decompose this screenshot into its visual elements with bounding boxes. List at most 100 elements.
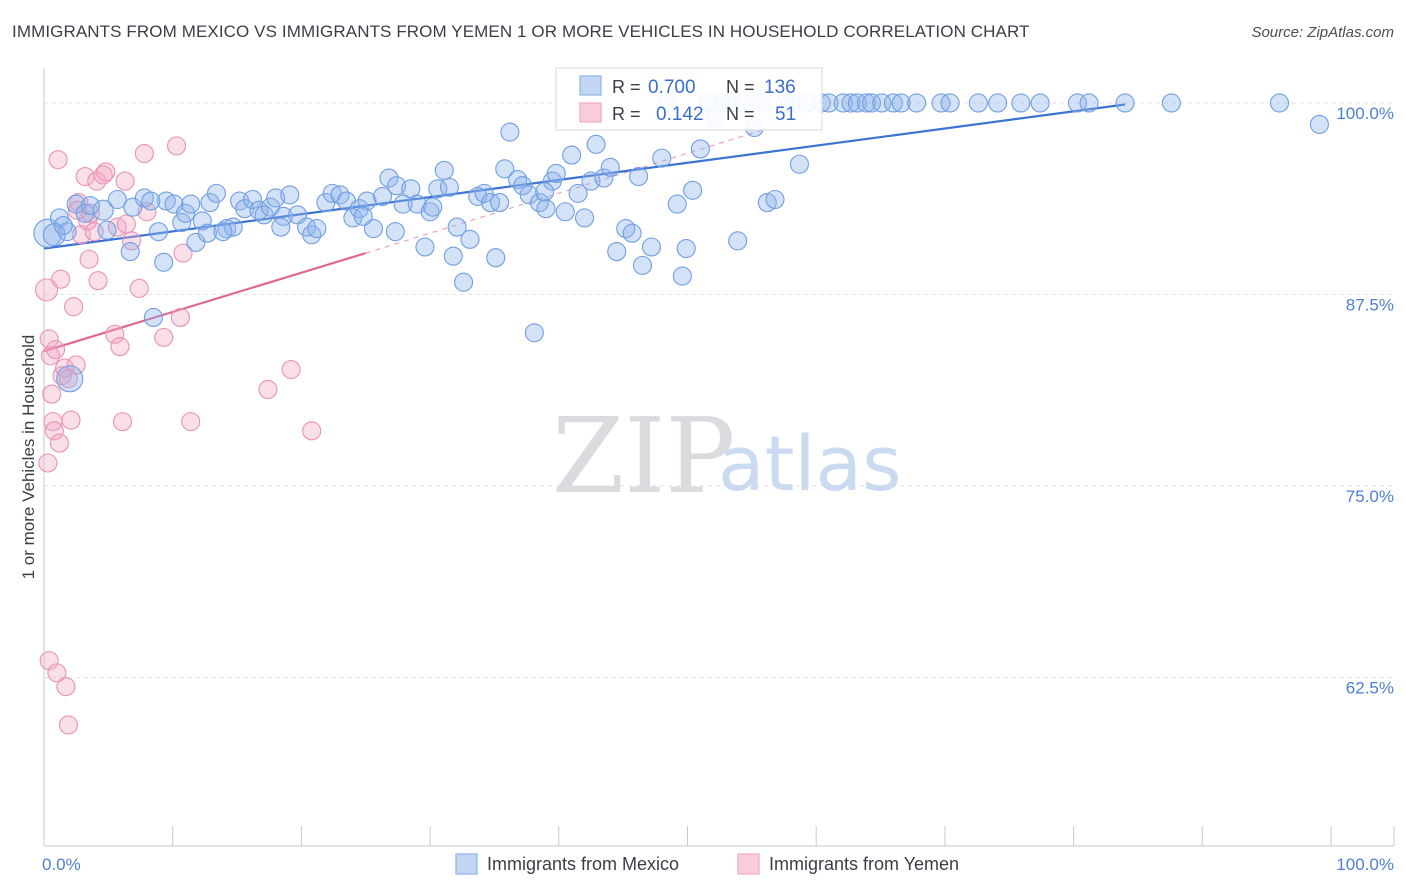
mexico-point-36[interactable]: [307, 219, 327, 239]
yemen-point-13[interactable]: [58, 715, 79, 735]
mexico-point-128[interactable]: [1161, 93, 1181, 113]
mexico-point-83[interactable]: [622, 223, 642, 243]
mexico-point-130[interactable]: [1309, 114, 1329, 134]
mexico-point-120[interactable]: [940, 93, 960, 113]
mexico-point-81[interactable]: [607, 242, 627, 262]
yemen-point-39[interactable]: [170, 307, 190, 328]
yemen-point-34[interactable]: [129, 278, 149, 298]
mexico-point-92[interactable]: [683, 180, 703, 200]
yemen-point-46[interactable]: [51, 269, 71, 289]
mexico-point-7[interactable]: [107, 189, 127, 210]
mexico-point-66[interactable]: [508, 170, 528, 190]
mexico-point-123[interactable]: [1011, 93, 1031, 113]
yemen-point-45[interactable]: [48, 150, 68, 170]
mexico-point-19[interactable]: [197, 223, 217, 243]
mexico-point-47[interactable]: [387, 176, 407, 196]
yemen-point-50[interactable]: [88, 271, 108, 291]
yemen-point-31[interactable]: [115, 171, 135, 191]
mexico-point-12[interactable]: [148, 222, 169, 242]
mexico-point-73[interactable]: [546, 163, 566, 184]
mexico-point-84[interactable]: [629, 166, 649, 187]
yemen-point-7[interactable]: [39, 651, 59, 671]
yemen-point-5[interactable]: [44, 421, 64, 441]
mexico-point-28[interactable]: [254, 205, 274, 225]
mexico-point-142[interactable]: [385, 222, 405, 242]
mexico-point-43[interactable]: [357, 191, 377, 211]
mexico-point-143[interactable]: [423, 197, 443, 217]
yemen-point-30[interactable]: [112, 412, 133, 432]
mexico-point-89[interactable]: [667, 194, 687, 214]
mexico-point-137[interactable]: [213, 222, 233, 242]
mexico-point-6[interactable]: [97, 220, 117, 240]
yemen-point-48[interactable]: [67, 200, 88, 220]
mexico-point-110[interactable]: [833, 93, 853, 113]
mexico-point-125[interactable]: [1067, 93, 1088, 113]
yemen-point-47[interactable]: [58, 369, 79, 389]
mexico-point-57[interactable]: [443, 246, 463, 266]
yemen-point-15[interactable]: [64, 297, 84, 317]
mexico-point-91[interactable]: [676, 238, 696, 259]
mexico-point-126[interactable]: [1079, 93, 1099, 113]
yemen-point-26[interactable]: [96, 162, 116, 182]
mexico-point-79[interactable]: [594, 168, 614, 188]
mexico-point-113[interactable]: [856, 93, 876, 113]
yemen-point-38[interactable]: [167, 136, 187, 156]
legend-label-yemen[interactable]: Immigrants from Yemen: [769, 854, 959, 874]
mexico-point-132[interactable]: [53, 215, 73, 236]
legend-label-mexico[interactable]: Immigrants from Mexico: [487, 854, 679, 874]
mexico-point-63[interactable]: [486, 248, 506, 268]
mexico-point-21[interactable]: [206, 183, 227, 203]
mexico-point-16[interactable]: [176, 203, 196, 223]
mexico-point-98[interactable]: [728, 231, 748, 251]
mexico-point-44[interactable]: [363, 219, 384, 239]
mexico-point-65[interactable]: [500, 122, 520, 142]
mexico-point-86[interactable]: [641, 237, 662, 257]
mexico-point-32[interactable]: [280, 185, 300, 205]
mexico-point-56[interactable]: [447, 217, 467, 237]
yemen-point-42[interactable]: [258, 379, 278, 400]
yemen-point-3[interactable]: [42, 384, 62, 404]
mexico-point-85[interactable]: [632, 255, 653, 275]
mexico-point-48[interactable]: [393, 194, 413, 214]
mexico-point-102[interactable]: [757, 193, 777, 213]
mexico-point-69[interactable]: [524, 323, 544, 343]
yemen-point-1[interactable]: [39, 329, 59, 349]
yemen-point-11[interactable]: [55, 358, 75, 378]
mexico-point-118[interactable]: [907, 93, 927, 113]
mexico-point-29[interactable]: [260, 197, 281, 217]
yemen-point-35[interactable]: [134, 143, 154, 164]
mexico-point-135[interactable]: [141, 191, 161, 211]
mexico-point-74[interactable]: [555, 202, 575, 222]
yemen-point-49[interactable]: [46, 340, 66, 360]
legend-swatch-mexico[interactable]: [455, 853, 478, 875]
yemen-point-14[interactable]: [61, 410, 81, 430]
mexico-point-35[interactable]: [302, 225, 322, 245]
mexico-point-144[interactable]: [490, 193, 510, 213]
yemen-point-28[interactable]: [110, 337, 130, 357]
yemen-point-41[interactable]: [181, 412, 201, 432]
yemen-point-27[interactable]: [105, 324, 125, 344]
mexico-point-124[interactable]: [1030, 93, 1050, 113]
yemen-point-21[interactable]: [79, 249, 99, 269]
mexico-point-58[interactable]: [454, 272, 474, 292]
yemen-point-32[interactable]: [116, 214, 136, 234]
mexico-point-127[interactable]: [1115, 93, 1135, 113]
mexico-point-140[interactable]: [271, 217, 291, 237]
mexico-point-133[interactable]: [56, 365, 84, 393]
mexico-point-77[interactable]: [574, 208, 595, 228]
mexico-point-129[interactable]: [1269, 93, 1290, 113]
mexico-point-134[interactable]: [80, 196, 100, 216]
mexico-point-145[interactable]: [535, 182, 555, 202]
mexico-point-55[interactable]: [439, 177, 459, 197]
mexico-point-117[interactable]: [891, 93, 911, 113]
mexico-point-68[interactable]: [519, 185, 539, 205]
mexico-point-59[interactable]: [460, 229, 480, 249]
mexico-point-76[interactable]: [568, 183, 588, 203]
mexico-point-10[interactable]: [120, 242, 140, 262]
yemen-point-2[interactable]: [40, 346, 60, 366]
mexico-point-15[interactable]: [172, 212, 192, 233]
mexico-point-71[interactable]: [536, 199, 556, 219]
yemen-point-40[interactable]: [173, 243, 193, 263]
legend-swatch-yemen[interactable]: [737, 853, 760, 875]
yemen-point-44[interactable]: [302, 421, 322, 441]
